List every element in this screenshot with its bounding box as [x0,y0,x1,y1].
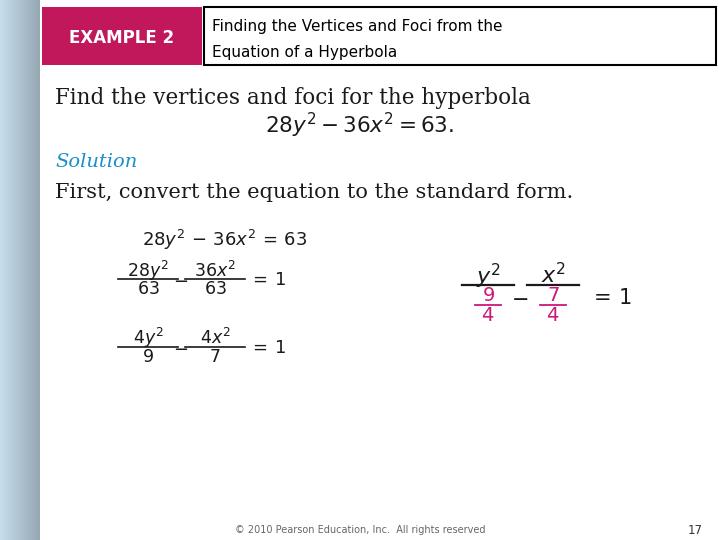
Bar [15,0,16,540]
Text: $-$: $-$ [511,288,528,307]
Bar [18,0,19,540]
Bar [38,0,39,540]
Bar [3,0,4,540]
Text: $63$: $63$ [137,281,159,299]
Text: 17: 17 [688,523,703,537]
Bar [22,0,23,540]
Text: $36x^2$: $36x^2$ [194,261,236,281]
Bar [27,0,28,540]
Text: $4y^2$: $4y^2$ [132,326,163,350]
FancyBboxPatch shape [40,0,720,540]
Bar [17,0,18,540]
Bar [13,0,14,540]
Text: Solution: Solution [55,153,138,171]
Bar [32,0,33,540]
Bar [33,0,34,540]
Bar [34,0,35,540]
Bar [9,0,10,540]
Text: $=\,1$: $=\,1$ [248,339,285,357]
Bar [16,0,17,540]
Bar [1,0,2,540]
Bar [28,0,29,540]
Text: EXAMPLE 2: EXAMPLE 2 [69,29,174,47]
Text: $7$: $7$ [546,287,559,305]
Text: $7$: $7$ [210,349,221,367]
Text: Finding the Vertices and Foci from the: Finding the Vertices and Foci from the [212,18,503,33]
Text: $=\,1$: $=\,1$ [248,271,285,289]
Bar [26,0,27,540]
Bar [14,0,15,540]
Text: $y^2$: $y^2$ [475,261,500,291]
Text: First, convert the equation to the standard form.: First, convert the equation to the stand… [55,184,573,202]
Text: $4$: $4$ [482,307,495,325]
Bar [36,0,37,540]
Text: $28y^2\,-\,36x^2\,=\,63$: $28y^2\,-\,36x^2\,=\,63$ [143,228,307,252]
Text: Find the vertices and foci for the hyperbola: Find the vertices and foci for the hyper… [55,87,531,109]
Bar [35,0,36,540]
Text: $9$: $9$ [142,349,154,367]
Text: $-$: $-$ [174,339,189,357]
Bar [6,0,7,540]
Text: $63$: $63$ [204,281,226,299]
Bar [2,0,3,540]
Bar [31,0,32,540]
Bar [7,0,8,540]
Text: $=\,1$: $=\,1$ [589,288,631,308]
Text: $x^2$: $x^2$ [541,264,565,288]
Bar [11,0,12,540]
Text: $4$: $4$ [546,307,559,325]
FancyBboxPatch shape [42,7,202,65]
Text: $28y^2$: $28y^2$ [127,259,169,283]
Text: $-$: $-$ [174,271,189,289]
Bar [20,0,21,540]
Bar [5,0,6,540]
FancyBboxPatch shape [204,7,716,65]
Bar [0,0,1,540]
Bar [23,0,24,540]
Text: $9$: $9$ [482,287,495,305]
Bar [39,0,40,540]
Bar [30,0,31,540]
Bar [24,0,25,540]
Bar [8,0,9,540]
Bar [10,0,11,540]
Text: Equation of a Hyperbola: Equation of a Hyperbola [212,45,397,60]
Bar [37,0,38,540]
Bar [19,0,20,540]
Bar [21,0,22,540]
Bar [4,0,5,540]
Text: © 2010 Pearson Education, Inc.  All rights reserved: © 2010 Pearson Education, Inc. All right… [235,525,485,535]
Text: $28y^2 - 36x^2 = 63.$: $28y^2 - 36x^2 = 63.$ [266,110,454,140]
Bar [29,0,30,540]
Text: $4x^2$: $4x^2$ [199,328,230,348]
Bar [12,0,13,540]
Bar [25,0,26,540]
